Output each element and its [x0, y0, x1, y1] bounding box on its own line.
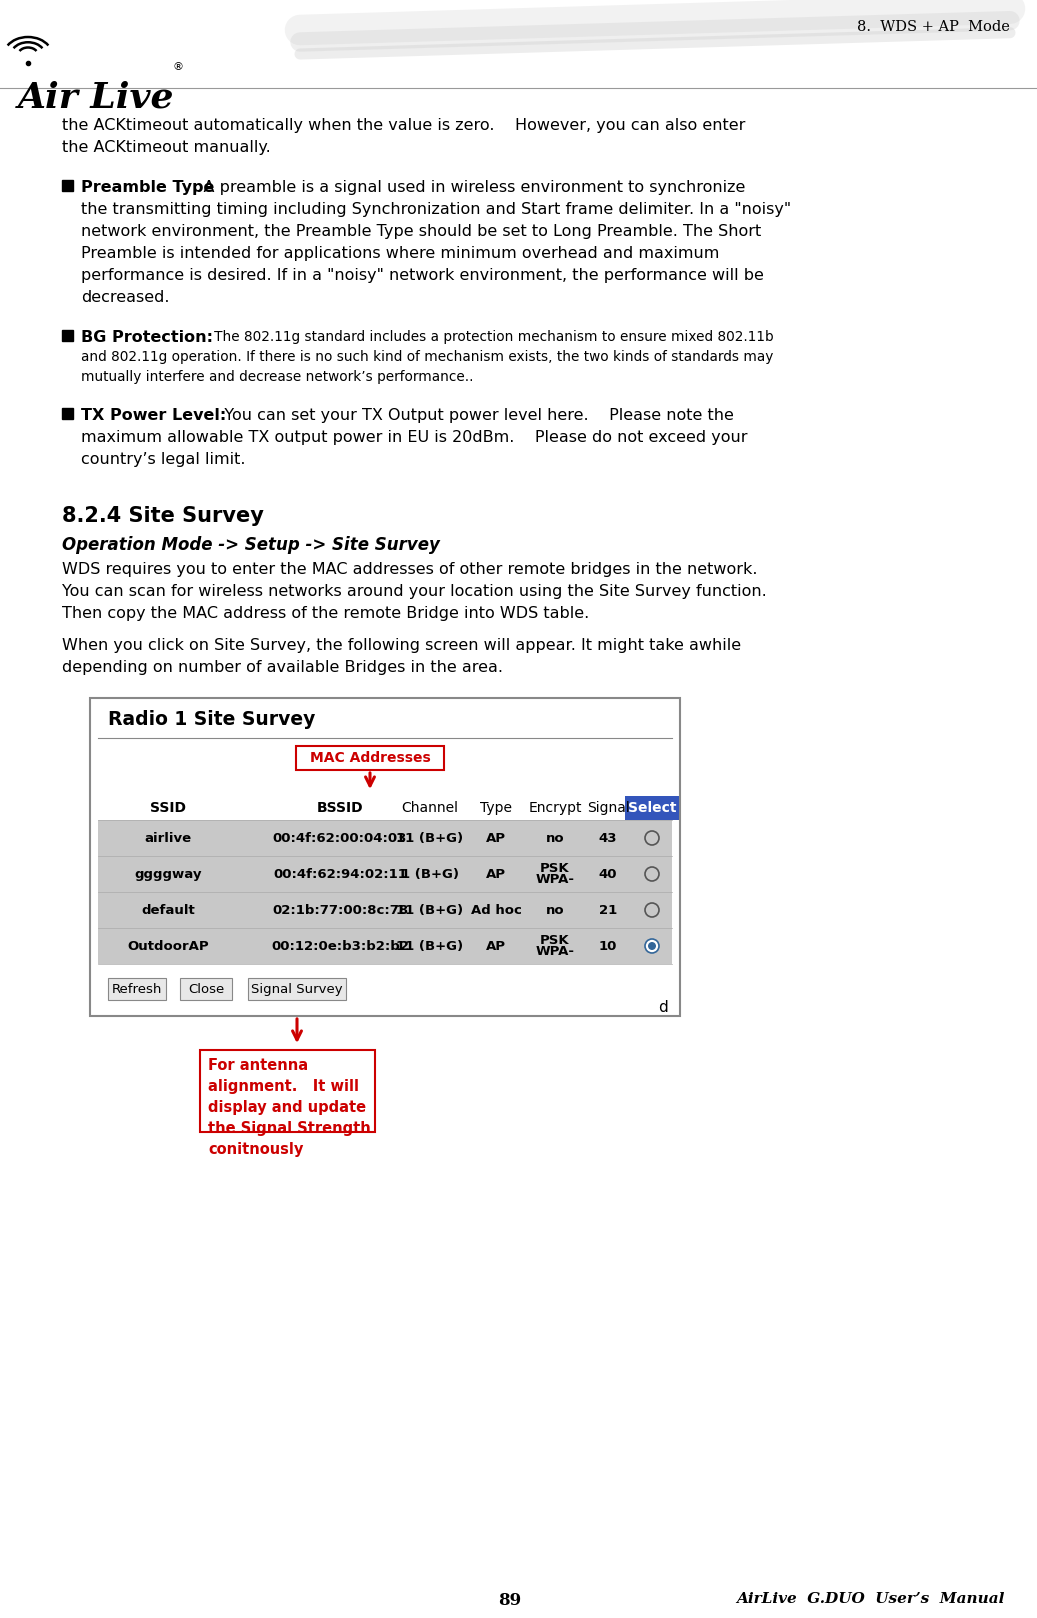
- Text: Operation Mode -> Setup -> Site Survey: Operation Mode -> Setup -> Site Survey: [62, 536, 440, 553]
- Text: default: default: [141, 903, 195, 916]
- Text: 8.  WDS + AP  Mode: 8. WDS + AP Mode: [858, 19, 1010, 34]
- Text: Select: Select: [627, 801, 676, 815]
- Text: network environment, the Preamble Type should be set to Long Preamble. The Short: network environment, the Preamble Type s…: [81, 223, 761, 239]
- Text: Preamble Type: Preamble Type: [81, 180, 215, 196]
- Text: WPA-: WPA-: [535, 945, 574, 958]
- Text: d: d: [658, 1000, 668, 1014]
- FancyBboxPatch shape: [108, 977, 166, 1000]
- Text: no: no: [545, 903, 564, 916]
- Text: 10: 10: [598, 940, 617, 953]
- Text: Radio 1 Site Survey: Radio 1 Site Survey: [108, 710, 315, 730]
- Text: the ACKtimeout automatically when the value is zero.    However, you can also en: the ACKtimeout automatically when the va…: [62, 118, 746, 133]
- FancyBboxPatch shape: [248, 977, 346, 1000]
- Text: no: no: [545, 832, 564, 845]
- Text: PSK: PSK: [540, 862, 569, 875]
- FancyBboxPatch shape: [180, 977, 232, 1000]
- Text: decreased.: decreased.: [81, 290, 169, 306]
- Text: mutually interfere and decrease network’s performance..: mutually interfere and decrease network’…: [81, 371, 474, 383]
- Text: TX Power Level:: TX Power Level:: [81, 408, 226, 422]
- Text: ggggway: ggggway: [134, 867, 202, 880]
- Text: OutdoorAP: OutdoorAP: [128, 940, 208, 953]
- Text: 00:4f:62:00:04:03: 00:4f:62:00:04:03: [273, 832, 408, 845]
- Text: Ad hoc: Ad hoc: [471, 903, 522, 916]
- Text: Refresh: Refresh: [112, 982, 162, 995]
- Bar: [62, 180, 73, 191]
- Bar: [99, 929, 672, 964]
- Text: Signal: Signal: [587, 801, 629, 815]
- Text: ®: ®: [172, 61, 183, 71]
- Text: Type: Type: [480, 801, 512, 815]
- Text: depending on number of available Bridges in the area.: depending on number of available Bridges…: [62, 660, 503, 675]
- Text: Air Live: Air Live: [18, 79, 174, 113]
- FancyBboxPatch shape: [200, 1050, 375, 1133]
- Bar: [90, 697, 680, 1016]
- Text: SSID: SSID: [150, 801, 186, 815]
- Text: Then copy the MAC address of the remote Bridge into WDS table.: Then copy the MAC address of the remote …: [62, 607, 589, 621]
- Text: BSSID: BSSID: [316, 801, 363, 815]
- Text: : A preamble is a signal used in wireless environment to synchronize: : A preamble is a signal used in wireles…: [193, 180, 746, 196]
- Text: maximum allowable TX output power in EU is 20dBm.    Please do not exceed your: maximum allowable TX output power in EU …: [81, 430, 748, 445]
- Text: AP: AP: [486, 867, 506, 880]
- Text: 43: 43: [598, 832, 617, 845]
- Bar: [99, 892, 672, 929]
- Text: 00:4f:62:94:02:11: 00:4f:62:94:02:11: [273, 867, 407, 880]
- Text: 00:12:0e:b3:b2:b2: 00:12:0e:b3:b2:b2: [271, 940, 409, 953]
- Text: AirLive  G.DUO  User’s  Manual: AirLive G.DUO User’s Manual: [736, 1592, 1004, 1607]
- Bar: [62, 330, 73, 341]
- Text: BG Protection:: BG Protection:: [81, 330, 213, 345]
- Text: performance is desired. If in a "noisy" network environment, the performance wil: performance is desired. If in a "noisy" …: [81, 269, 764, 283]
- Text: AP: AP: [486, 832, 506, 845]
- Text: airlive: airlive: [144, 832, 192, 845]
- Text: 21: 21: [599, 903, 617, 916]
- Bar: [99, 820, 672, 856]
- Text: WPA-: WPA-: [535, 874, 574, 887]
- Text: 11 (B+G): 11 (B+G): [396, 903, 464, 916]
- Text: 1 (B+G): 1 (B+G): [401, 867, 459, 880]
- Text: 8.2.4 Site Survey: 8.2.4 Site Survey: [62, 506, 263, 526]
- Text: 11 (B+G): 11 (B+G): [396, 832, 464, 845]
- Text: Encrypt: Encrypt: [528, 801, 582, 815]
- Text: When you click on Site Survey, the following screen will appear. It might take a: When you click on Site Survey, the follo…: [62, 637, 741, 654]
- Text: You can set your TX Output power level here.    Please note the: You can set your TX Output power level h…: [209, 408, 734, 422]
- Bar: [62, 408, 73, 419]
- Text: PSK: PSK: [540, 934, 569, 947]
- FancyBboxPatch shape: [296, 746, 444, 770]
- Text: 11 (B+G): 11 (B+G): [396, 940, 464, 953]
- Text: country’s legal limit.: country’s legal limit.: [81, 451, 246, 468]
- Text: 40: 40: [598, 867, 617, 880]
- Text: Signal Survey: Signal Survey: [251, 982, 343, 995]
- Text: 02:1b:77:00:8c:78: 02:1b:77:00:8c:78: [272, 903, 409, 916]
- Text: Channel: Channel: [401, 801, 458, 815]
- Circle shape: [648, 942, 656, 950]
- Circle shape: [645, 938, 658, 953]
- Text: the ACKtimeout manually.: the ACKtimeout manually.: [62, 141, 271, 155]
- Bar: [99, 856, 672, 892]
- Text: Close: Close: [188, 982, 224, 995]
- Text: the transmitting timing including Synchronization and Start frame delimiter. In : the transmitting timing including Synchr…: [81, 202, 791, 217]
- Text: WDS requires you to enter the MAC addresses of other remote bridges in the netwo: WDS requires you to enter the MAC addres…: [62, 561, 757, 578]
- Text: You can scan for wireless networks around your location using the Site Survey fu: You can scan for wireless networks aroun…: [62, 584, 766, 599]
- Text: AP: AP: [486, 940, 506, 953]
- Bar: [625, 796, 679, 820]
- Text: The 802.11g standard includes a protection mechanism to ensure mixed 802.11b: The 802.11g standard includes a protecti…: [201, 330, 774, 345]
- Text: and 802.11g operation. If there is no such kind of mechanism exists, the two kin: and 802.11g operation. If there is no su…: [81, 349, 774, 364]
- Text: Preamble is intended for applications where minimum overhead and maximum: Preamble is intended for applications wh…: [81, 246, 720, 260]
- Text: MAC Addresses: MAC Addresses: [310, 751, 430, 765]
- Text: 89: 89: [499, 1592, 522, 1608]
- Text: For antenna
alignment.   It will
display and update
the Signal Strength
conitnou: For antenna alignment. It will display a…: [208, 1058, 371, 1157]
